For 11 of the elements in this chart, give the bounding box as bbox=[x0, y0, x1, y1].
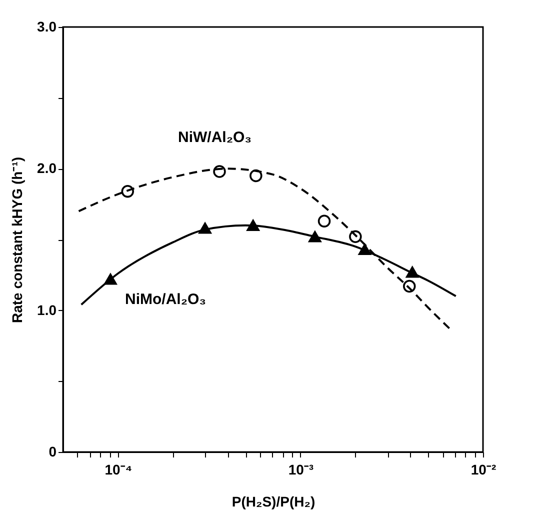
y-axis-title: Rate constant kHYG (h⁻¹) bbox=[9, 156, 26, 324]
y-tick-label: 0 bbox=[48, 444, 57, 460]
series-label: NiMo/Al₂O₃ bbox=[125, 291, 206, 308]
y-tick-label: 2.0 bbox=[37, 160, 57, 176]
x-tick-label: 10⁻² bbox=[470, 462, 496, 478]
y-tick-label: 3.0 bbox=[37, 18, 57, 34]
series-label: NiW/Al₂O₃ bbox=[178, 129, 252, 146]
x-tick-label: 10⁻⁴ bbox=[104, 462, 132, 478]
x-tick-label: 10⁻³ bbox=[288, 462, 314, 478]
x-axis-title: P(H₂S)/P(H₂) bbox=[232, 494, 316, 510]
y-tick-label: 1.0 bbox=[37, 302, 57, 318]
